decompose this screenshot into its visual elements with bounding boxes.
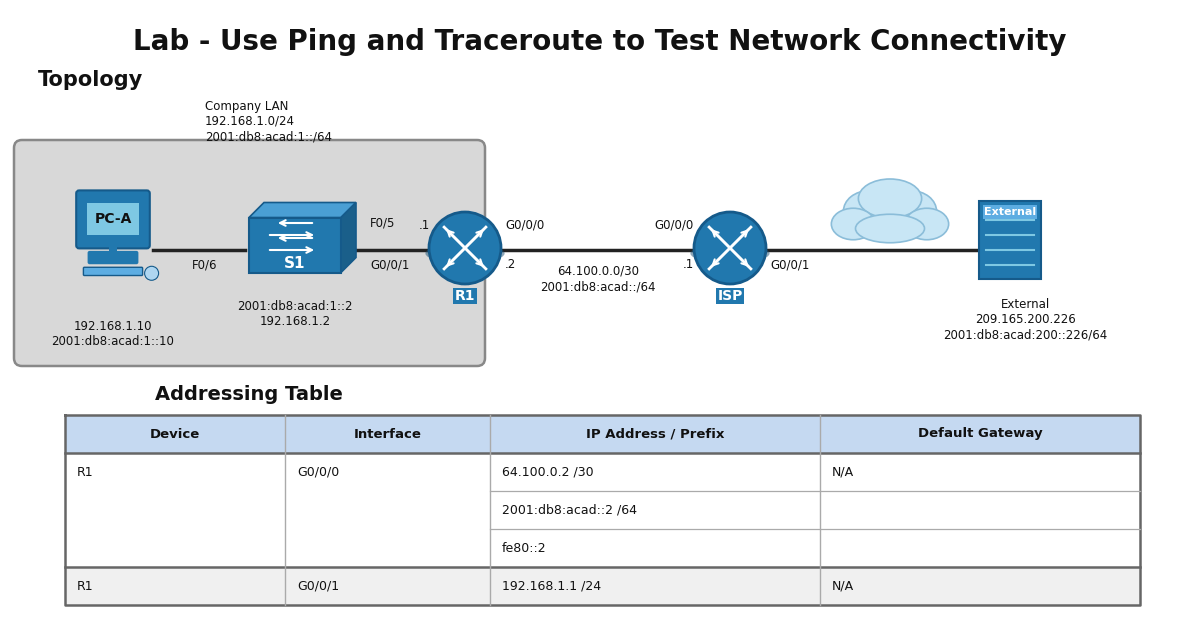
FancyBboxPatch shape xyxy=(65,453,1140,491)
Ellipse shape xyxy=(425,244,505,263)
Text: IP Address / Prefix: IP Address / Prefix xyxy=(586,428,724,440)
Text: N/A: N/A xyxy=(832,580,854,592)
Text: N/A: N/A xyxy=(832,466,854,479)
Text: G0/0/0: G0/0/0 xyxy=(505,219,545,232)
Text: F0/5: F0/5 xyxy=(370,217,395,230)
Text: External: External xyxy=(984,207,1036,217)
Text: G0/0/1: G0/0/1 xyxy=(770,258,809,271)
Text: R1: R1 xyxy=(77,466,94,479)
FancyBboxPatch shape xyxy=(65,567,1140,605)
Text: G0/0/1: G0/0/1 xyxy=(298,580,340,592)
Text: Device: Device xyxy=(150,428,200,440)
Text: ISP: ISP xyxy=(718,289,743,303)
Text: 2001:db8:acad:1::2
192.168.1.2: 2001:db8:acad:1::2 192.168.1.2 xyxy=(238,300,353,328)
FancyBboxPatch shape xyxy=(14,140,485,366)
Text: .2: .2 xyxy=(505,258,516,271)
Text: 2001:db8:acad::2 /64: 2001:db8:acad::2 /64 xyxy=(502,503,637,517)
FancyBboxPatch shape xyxy=(979,201,1042,279)
Text: G0/0/1: G0/0/1 xyxy=(370,258,409,271)
FancyBboxPatch shape xyxy=(86,203,139,235)
Text: PC-A: PC-A xyxy=(95,212,132,226)
Ellipse shape xyxy=(905,209,949,240)
Text: Lab - Use Ping and Traceroute to Test Network Connectivity: Lab - Use Ping and Traceroute to Test Ne… xyxy=(133,28,1067,56)
Text: Company LAN
192.168.1.0/24
2001:db8:acad:1::/64: Company LAN 192.168.1.0/24 2001:db8:acad… xyxy=(205,100,332,143)
Polygon shape xyxy=(341,202,356,273)
Text: Interface: Interface xyxy=(354,428,421,440)
Text: G0/0/0: G0/0/0 xyxy=(298,466,340,479)
Text: R1: R1 xyxy=(77,580,94,592)
Text: F0/6: F0/6 xyxy=(192,258,217,271)
Text: .1: .1 xyxy=(683,258,694,271)
Text: R1: R1 xyxy=(455,289,475,303)
Ellipse shape xyxy=(844,191,895,232)
FancyBboxPatch shape xyxy=(65,415,1140,453)
Ellipse shape xyxy=(858,179,922,218)
Text: 64.100.0.0/30
2001:db8:acad::/64: 64.100.0.0/30 2001:db8:acad::/64 xyxy=(540,265,655,293)
FancyBboxPatch shape xyxy=(77,190,150,248)
Text: Default Gateway: Default Gateway xyxy=(918,428,1043,440)
Circle shape xyxy=(430,212,502,284)
FancyBboxPatch shape xyxy=(983,205,1037,219)
FancyBboxPatch shape xyxy=(250,217,341,273)
FancyBboxPatch shape xyxy=(84,267,143,275)
Ellipse shape xyxy=(856,214,924,243)
Ellipse shape xyxy=(690,244,769,263)
Text: External
209.165.200.226
2001:db8:acad:200::226/64: External 209.165.200.226 2001:db8:acad:2… xyxy=(943,298,1108,341)
Text: fe80::2: fe80::2 xyxy=(502,542,547,554)
Ellipse shape xyxy=(884,191,936,232)
FancyBboxPatch shape xyxy=(65,491,1140,529)
FancyBboxPatch shape xyxy=(88,251,138,264)
Text: Addressing Table: Addressing Table xyxy=(155,385,343,404)
FancyBboxPatch shape xyxy=(65,529,1140,567)
Text: .1: .1 xyxy=(419,219,430,232)
Text: G0/0/0: G0/0/0 xyxy=(655,219,694,232)
Polygon shape xyxy=(250,202,356,217)
Ellipse shape xyxy=(832,209,875,240)
Text: 192.168.1.10
2001:db8:acad:1::10: 192.168.1.10 2001:db8:acad:1::10 xyxy=(52,320,174,348)
Text: 64.100.0.2 /30: 64.100.0.2 /30 xyxy=(502,466,594,479)
Text: 192.168.1.1 /24: 192.168.1.1 /24 xyxy=(502,580,601,592)
Circle shape xyxy=(694,212,766,284)
Text: Topology: Topology xyxy=(38,70,143,90)
FancyBboxPatch shape xyxy=(109,246,118,258)
Text: S1: S1 xyxy=(284,256,306,270)
Circle shape xyxy=(145,266,158,280)
